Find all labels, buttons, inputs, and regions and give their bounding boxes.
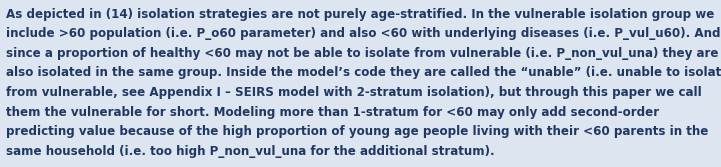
Text: As depicted in (14) isolation strategies are not purely age-stratified. In the v: As depicted in (14) isolation strategies… bbox=[6, 8, 714, 21]
Text: same household (i.e. too high P_non_vul_una for the additional stratum).: same household (i.e. too high P_non_vul_… bbox=[6, 145, 495, 158]
Text: also isolated in the same group. Inside the model’s code they are called the “un: also isolated in the same group. Inside … bbox=[6, 66, 721, 79]
Text: them the vulnerable for short. Modeling more than 1-stratum for <60 may only add: them the vulnerable for short. Modeling … bbox=[6, 106, 659, 119]
Text: include >60 population (i.e. P_o60 parameter) and also <60 with underlying disea: include >60 population (i.e. P_o60 param… bbox=[6, 27, 720, 40]
Text: from vulnerable, see Appendix I – SEIRS model with 2-stratum isolation), but thr: from vulnerable, see Appendix I – SEIRS … bbox=[6, 86, 702, 99]
Text: predicting value because of the high proportion of young age people living with : predicting value because of the high pro… bbox=[6, 125, 708, 138]
Text: since a proportion of healthy <60 may not be able to isolate from vulnerable (i.: since a proportion of healthy <60 may no… bbox=[6, 47, 718, 60]
